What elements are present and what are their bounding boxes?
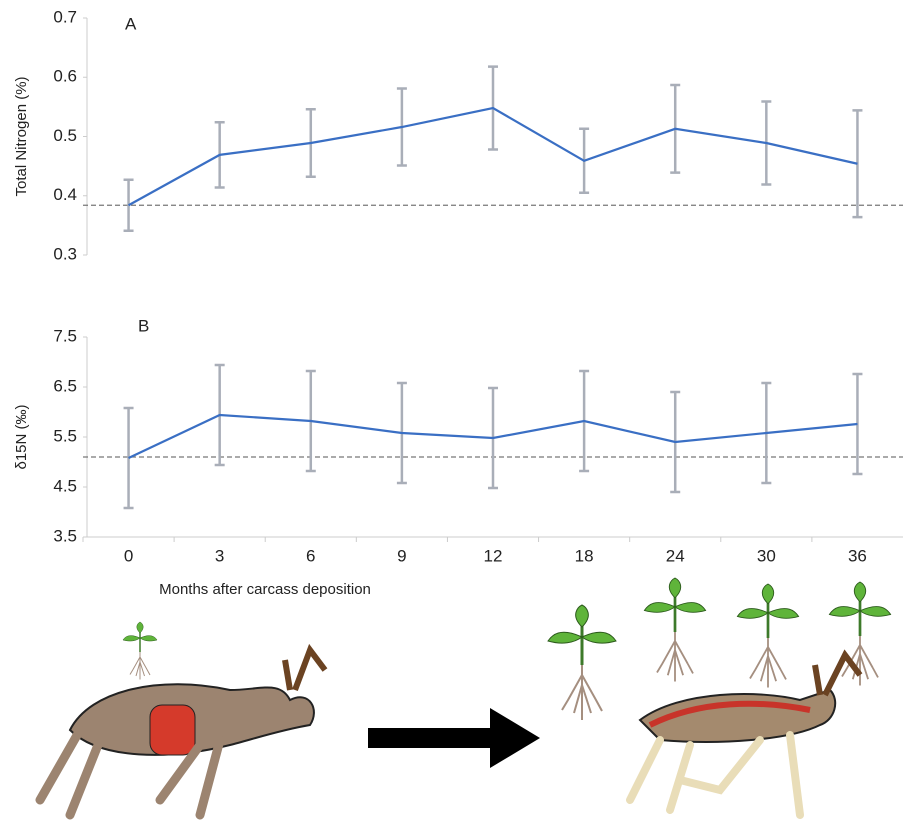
y-axis-title: Total Nitrogen (%) (13, 76, 30, 196)
deer (40, 650, 325, 815)
x-tick-label: 3 (215, 546, 224, 565)
panel-label: A (125, 14, 137, 33)
x-tick-label: 9 (397, 546, 406, 565)
y-tick-label: 0.3 (53, 244, 77, 263)
y-axis-title: δ15N (‰) (13, 404, 30, 469)
x-tick-label: 0 (124, 546, 133, 565)
illustration (40, 578, 891, 815)
y-tick-label: 3.5 (53, 526, 77, 545)
y-tick-label: 0.5 (53, 126, 77, 145)
y-tick-label: 0.7 (53, 7, 77, 26)
x-tick-label: 6 (306, 546, 315, 565)
x-tick-label: 18 (575, 546, 594, 565)
arrow (368, 708, 540, 768)
y-tick-label: 5.5 (53, 426, 77, 445)
x-tick-label: 12 (484, 546, 503, 565)
panel-label: B (138, 316, 149, 335)
x-tick-label: 30 (757, 546, 776, 565)
skeleton (630, 655, 860, 815)
x-tick-label: 36 (848, 546, 867, 565)
y-tick-label: 4.5 (53, 476, 77, 495)
x-tick-label: 24 (666, 546, 685, 565)
y-tick-label: 0.6 (53, 67, 77, 86)
y-tick-label: 7.5 (53, 326, 77, 345)
y-tick-label: 6.5 (53, 376, 77, 395)
y-tick-label: 0.4 (53, 185, 77, 204)
x-axis-title: Months after carcass deposition (159, 581, 371, 598)
figure: 0.3 0.4 0.5 0.6 0.7 Total Nitrogen (%) A 3.5 4.5… (0, 0, 905, 825)
